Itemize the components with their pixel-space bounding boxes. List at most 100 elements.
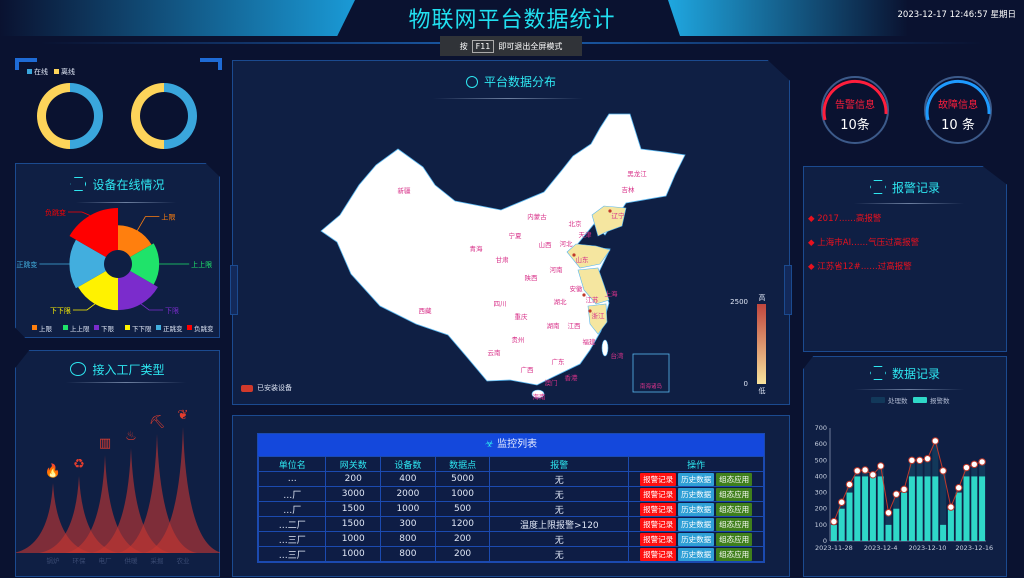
- column-header: 单位名: [257, 456, 327, 472]
- alarm-record-button[interactable]: 报警记录: [640, 502, 677, 516]
- table-cell: 2000: [380, 486, 436, 502]
- scada-app-button[interactable]: 组态应用: [716, 532, 753, 546]
- legend-swatch: [241, 384, 253, 392]
- line-point: [923, 454, 932, 463]
- diamond-icon: ◆: [808, 262, 818, 272]
- snowflake-nodes-icon: [70, 362, 87, 376]
- history-data-button[interactable]: 历史数据: [678, 502, 715, 516]
- actions-cell: 报警记录 历史数据 组态应用: [628, 501, 764, 517]
- bar-alarm: [885, 524, 892, 541]
- table-cell: …三厂: [257, 531, 327, 547]
- peak-label: 锅炉: [47, 556, 61, 565]
- alarm-item[interactable]: ◆ 2017……高报警: [808, 212, 919, 224]
- column-header: 网关数: [325, 456, 382, 472]
- legend-item[interactable]: 负跳变: [187, 324, 214, 333]
- y-tick-label: 400: [815, 472, 827, 480]
- alarm-record-button[interactable]: 报警记录: [640, 532, 677, 546]
- scada-app-button[interactable]: 组态应用: [716, 472, 753, 486]
- legend-swatch: [156, 325, 161, 330]
- y-tick-label: 600: [815, 440, 827, 448]
- history-data-button[interactable]: 历史数据: [678, 547, 715, 561]
- bar-alarm: [846, 492, 853, 541]
- legend-item[interactable]: 上限: [32, 324, 53, 333]
- alarm-item[interactable]: ◆ 上海市AI……气压过高报警: [808, 236, 919, 248]
- legend-item[interactable]: 下限: [94, 324, 115, 333]
- gauge-arc: [925, 79, 991, 121]
- bar-alarm: [901, 492, 908, 541]
- legend-item[interactable]: 上上限: [63, 324, 90, 333]
- legend-item-0[interactable]: 在线: [27, 67, 48, 77]
- peak-供暖: [91, 448, 171, 553]
- history-data-button[interactable]: 历史数据: [678, 472, 715, 486]
- alarm-item[interactable]: ◆ 江苏省12#……过高报警: [808, 260, 919, 272]
- factory-peaks-chart: 🔥 锅炉 ♻ 环保 ▥ 电厂 ♨ 供暖 ⛏ 采掘 ❦ 农业: [16, 408, 220, 565]
- gauge-label: 告警信息: [835, 98, 875, 111]
- device-status-panel: 设备在线情况 上限 上限 上上限 上上限 下限 下限 下下限 下下限 正跳变 正跳变 负跳变 负跳变: [15, 163, 220, 338]
- building-icon: ▥: [99, 436, 111, 451]
- bar-alarm: [893, 508, 900, 541]
- table-cell: 1000: [325, 531, 382, 547]
- y-tick-label: 100: [815, 521, 827, 529]
- alarm-record-button[interactable]: 报警记录: [640, 487, 677, 501]
- legend-swatch: [913, 397, 927, 403]
- online-panel: 在线 离线: [15, 58, 222, 155]
- alarm-record-button[interactable]: 报警记录: [640, 547, 677, 561]
- legend-swatch: [54, 69, 59, 74]
- line-point: [892, 490, 901, 498]
- bar-alarm: [955, 492, 962, 541]
- rose-slice: [69, 208, 118, 257]
- bar-processed: [940, 470, 947, 541]
- scada-app-button[interactable]: 组态应用: [716, 502, 753, 516]
- history-data-button[interactable]: 历史数据: [678, 532, 715, 546]
- history-data-button[interactable]: 历史数据: [678, 517, 715, 531]
- table-cell: 200: [325, 471, 382, 487]
- rose-slice: [118, 225, 152, 257]
- legend-swatch: [125, 325, 130, 330]
- table-row: …二厂 1500 300 1200 温度上限报警>120 报警记录 历史数据 组态应用: [257, 516, 764, 532]
- alarm-record-button[interactable]: 报警记录: [640, 472, 677, 486]
- rose-slice: [69, 239, 106, 289]
- table-row: …三厂 1000 800 200 无报警记录 历史数据 组态应用: [257, 531, 764, 547]
- legend-label: 离线: [61, 68, 75, 76]
- table-cell: …厂: [257, 501, 327, 517]
- datetime: 2023-12-17 12:46:57 星期日: [897, 10, 1016, 20]
- gauge-icon: [869, 366, 886, 380]
- gauge-arc: [822, 79, 888, 121]
- line-point: [900, 485, 908, 494]
- peak-采掘: [117, 434, 197, 553]
- history-data-button[interactable]: 历史数据: [678, 487, 715, 501]
- rose-label: 上上限: [191, 260, 212, 269]
- rose-label: 下限: [165, 306, 179, 315]
- legend-swatch: [871, 397, 885, 403]
- legend-label: 在线: [34, 68, 48, 76]
- leaf-icon: ❦: [178, 408, 189, 423]
- y-tick-label: 700: [815, 424, 827, 432]
- scada-app-button[interactable]: 组态应用: [716, 517, 753, 531]
- line-point: [853, 467, 861, 475]
- table-cell: …三厂: [257, 546, 327, 562]
- legend-label: 上上限: [70, 324, 90, 333]
- table-cell: 无: [489, 501, 630, 517]
- rose-label: 负跳变: [45, 208, 66, 217]
- scada-app-button[interactable]: 组态应用: [716, 547, 753, 561]
- line-point: [908, 456, 916, 464]
- legend-item[interactable]: 正跳变: [156, 324, 183, 333]
- line-point: [978, 458, 986, 466]
- table-cell: …: [257, 471, 327, 487]
- legend-item[interactable]: 下下限: [125, 324, 152, 333]
- peak-农业: [143, 427, 220, 553]
- line-point: [916, 456, 924, 464]
- scada-app-button[interactable]: 组态应用: [716, 487, 753, 501]
- alarm-record-button[interactable]: 报警记录: [640, 517, 677, 531]
- bar-alarm: [932, 476, 939, 541]
- table-cell: 300: [380, 516, 436, 532]
- gauge-label: 故障信息: [938, 98, 978, 111]
- factory-types-panel: 接入工厂类型 🔥 锅炉 ♻ 环保 ▥ 电厂 ♨ 供暖 ⛏ 采掘 ❦ 农业: [15, 350, 220, 577]
- map-legend[interactable]: 已安装设备: [241, 383, 292, 393]
- rose-label-line: [137, 216, 160, 231]
- data-records-chart: 处理数 报警数 0 100 200 300 400 500 600 700 2023-11-28 20…: [815, 396, 994, 552]
- legend-item-1[interactable]: 离线: [54, 67, 75, 77]
- three-circles-icon: [465, 76, 478, 88]
- line-point: [955, 484, 963, 492]
- alarm-records-title-text: 报警记录: [891, 181, 940, 195]
